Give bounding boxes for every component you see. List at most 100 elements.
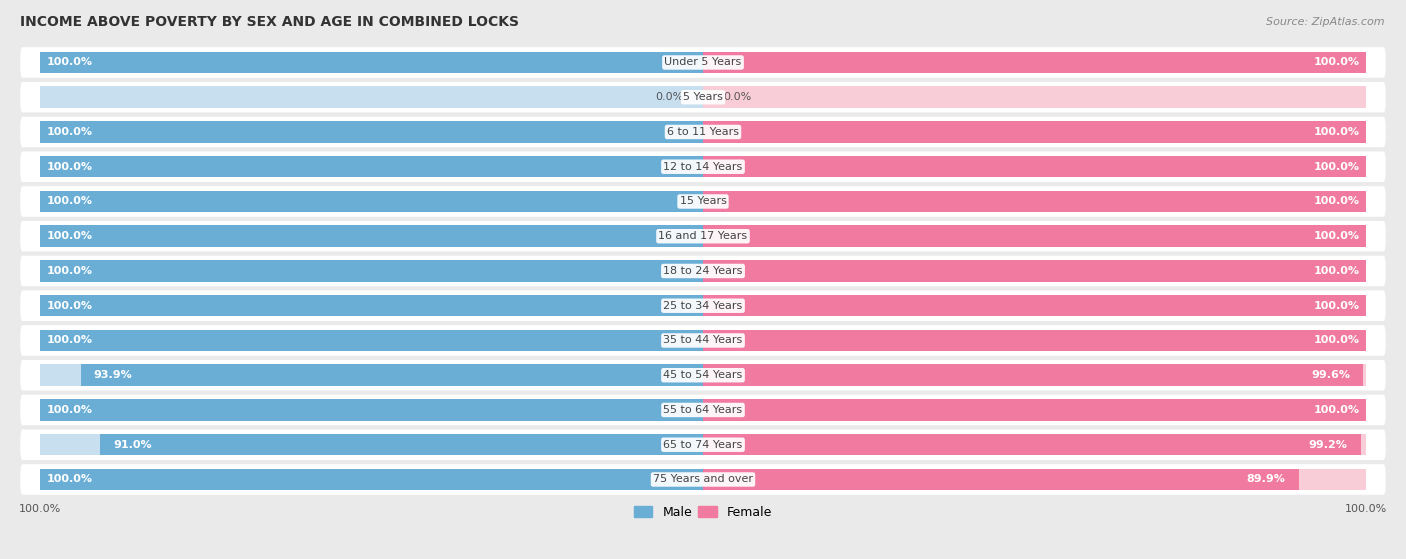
FancyBboxPatch shape bbox=[20, 325, 1386, 356]
Text: 45 to 54 Years: 45 to 54 Years bbox=[664, 370, 742, 380]
Text: 100.0%: 100.0% bbox=[1313, 162, 1360, 172]
Text: 100.0%: 100.0% bbox=[46, 335, 93, 345]
Text: 100.0%: 100.0% bbox=[46, 405, 93, 415]
Text: 100.0%: 100.0% bbox=[1313, 405, 1360, 415]
Text: 0.0%: 0.0% bbox=[723, 92, 751, 102]
Bar bbox=[703, 468, 1365, 490]
FancyBboxPatch shape bbox=[20, 82, 1386, 112]
Bar bbox=[41, 295, 703, 316]
FancyBboxPatch shape bbox=[20, 186, 1386, 217]
Bar bbox=[703, 434, 1365, 456]
FancyBboxPatch shape bbox=[20, 429, 1386, 460]
Bar bbox=[41, 330, 703, 351]
Text: 65 to 74 Years: 65 to 74 Years bbox=[664, 440, 742, 450]
Text: 100.0%: 100.0% bbox=[1313, 58, 1360, 68]
Text: 18 to 24 Years: 18 to 24 Years bbox=[664, 266, 742, 276]
Bar bbox=[41, 434, 703, 456]
Text: 100.0%: 100.0% bbox=[46, 475, 93, 485]
Text: 89.9%: 89.9% bbox=[1247, 475, 1285, 485]
Bar bbox=[41, 260, 703, 282]
Text: 100.0%: 100.0% bbox=[46, 266, 93, 276]
Bar bbox=[703, 330, 1365, 351]
Bar bbox=[41, 51, 703, 73]
Bar bbox=[41, 295, 703, 316]
Text: Under 5 Years: Under 5 Years bbox=[665, 58, 741, 68]
FancyBboxPatch shape bbox=[20, 291, 1386, 321]
Bar bbox=[703, 364, 1364, 386]
Bar bbox=[41, 191, 703, 212]
Bar bbox=[703, 51, 1365, 73]
Bar bbox=[41, 51, 703, 73]
Text: 100.0%: 100.0% bbox=[46, 162, 93, 172]
Text: 5 Years: 5 Years bbox=[683, 92, 723, 102]
FancyBboxPatch shape bbox=[20, 464, 1386, 495]
Bar bbox=[703, 225, 1365, 247]
Bar bbox=[80, 364, 703, 386]
Bar bbox=[703, 191, 1365, 212]
Text: 100.0%: 100.0% bbox=[1313, 196, 1360, 206]
Text: 100.0%: 100.0% bbox=[46, 231, 93, 241]
Bar bbox=[41, 399, 703, 421]
Bar bbox=[41, 468, 703, 490]
Text: 0.0%: 0.0% bbox=[655, 92, 683, 102]
Bar bbox=[41, 225, 703, 247]
Bar bbox=[100, 434, 703, 456]
Bar bbox=[41, 364, 703, 386]
Bar bbox=[703, 51, 1365, 73]
Text: 6 to 11 Years: 6 to 11 Years bbox=[666, 127, 740, 137]
FancyBboxPatch shape bbox=[20, 255, 1386, 286]
Text: 55 to 64 Years: 55 to 64 Years bbox=[664, 405, 742, 415]
Text: 12 to 14 Years: 12 to 14 Years bbox=[664, 162, 742, 172]
Bar bbox=[41, 399, 703, 421]
Text: Source: ZipAtlas.com: Source: ZipAtlas.com bbox=[1267, 17, 1385, 27]
Bar bbox=[41, 225, 703, 247]
Text: 100.0%: 100.0% bbox=[1313, 266, 1360, 276]
FancyBboxPatch shape bbox=[20, 117, 1386, 147]
Text: 25 to 34 Years: 25 to 34 Years bbox=[664, 301, 742, 311]
Bar bbox=[703, 191, 1365, 212]
Bar bbox=[41, 191, 703, 212]
Text: 100.0%: 100.0% bbox=[1313, 335, 1360, 345]
Bar bbox=[703, 364, 1365, 386]
Bar bbox=[703, 121, 1365, 143]
Bar bbox=[703, 399, 1365, 421]
Text: 15 Years: 15 Years bbox=[679, 196, 727, 206]
Bar bbox=[41, 468, 703, 490]
FancyBboxPatch shape bbox=[20, 221, 1386, 252]
Text: 100.0%: 100.0% bbox=[1313, 301, 1360, 311]
Bar bbox=[41, 156, 703, 178]
Bar bbox=[41, 87, 703, 108]
Bar bbox=[41, 121, 703, 143]
Bar bbox=[703, 156, 1365, 178]
Text: 100.0%: 100.0% bbox=[46, 127, 93, 137]
Text: 93.9%: 93.9% bbox=[94, 370, 132, 380]
Legend: Male, Female: Male, Female bbox=[628, 500, 778, 524]
Text: 100.0%: 100.0% bbox=[46, 196, 93, 206]
Bar bbox=[703, 468, 1299, 490]
Text: 100.0%: 100.0% bbox=[1313, 231, 1360, 241]
Bar bbox=[41, 260, 703, 282]
Bar bbox=[41, 156, 703, 178]
FancyBboxPatch shape bbox=[20, 47, 1386, 78]
Bar bbox=[703, 260, 1365, 282]
Text: 100.0%: 100.0% bbox=[46, 58, 93, 68]
Bar bbox=[703, 295, 1365, 316]
Bar bbox=[41, 330, 703, 351]
Bar bbox=[703, 330, 1365, 351]
Text: 99.2%: 99.2% bbox=[1309, 440, 1347, 450]
Bar bbox=[703, 225, 1365, 247]
Bar bbox=[703, 295, 1365, 316]
Text: 35 to 44 Years: 35 to 44 Years bbox=[664, 335, 742, 345]
Bar bbox=[703, 156, 1365, 178]
Bar bbox=[703, 87, 1365, 108]
Text: INCOME ABOVE POVERTY BY SEX AND AGE IN COMBINED LOCKS: INCOME ABOVE POVERTY BY SEX AND AGE IN C… bbox=[20, 15, 519, 29]
Bar bbox=[703, 399, 1365, 421]
FancyBboxPatch shape bbox=[20, 151, 1386, 182]
Text: 100.0%: 100.0% bbox=[1344, 504, 1386, 514]
Bar bbox=[41, 121, 703, 143]
Bar bbox=[703, 121, 1365, 143]
Text: 100.0%: 100.0% bbox=[20, 504, 62, 514]
FancyBboxPatch shape bbox=[20, 395, 1386, 425]
Text: 100.0%: 100.0% bbox=[46, 301, 93, 311]
Text: 75 Years and over: 75 Years and over bbox=[652, 475, 754, 485]
